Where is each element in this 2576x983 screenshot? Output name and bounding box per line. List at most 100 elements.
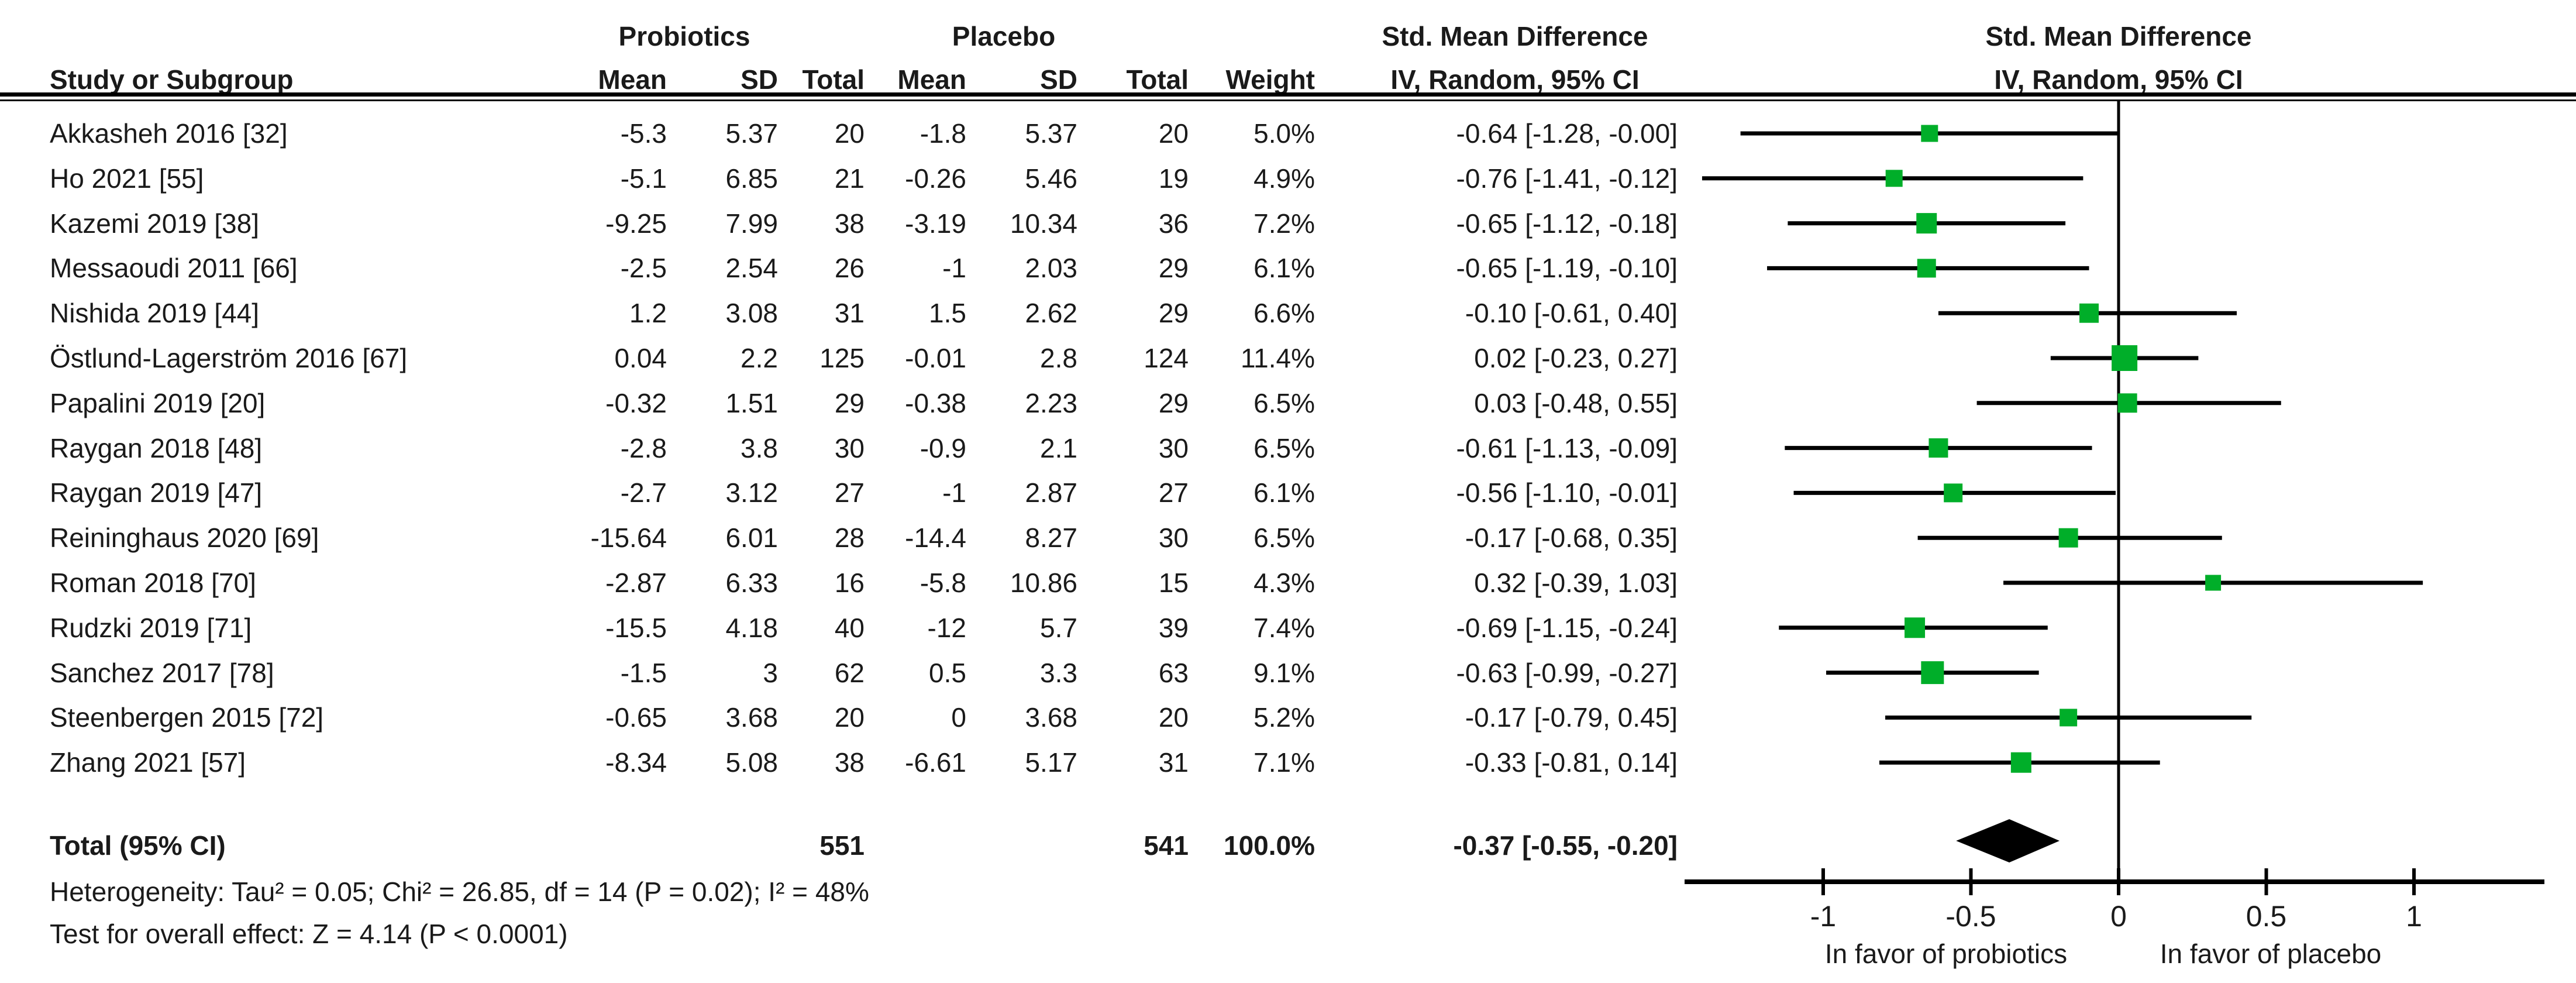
cell-c_total: 30 bbox=[1158, 432, 1189, 463]
cell-p_mean: -5.1 bbox=[620, 163, 667, 194]
cell-p_total: 21 bbox=[834, 163, 865, 194]
total-weight: 100.0% bbox=[1223, 830, 1315, 861]
table-row: Sanchez 2017 [78] -1.5 3 62 0.5 3.3 63 9.1% -0.6… bbox=[0, 652, 2576, 694]
effect-marker bbox=[2060, 709, 2078, 727]
cell-c_total: 63 bbox=[1158, 657, 1189, 688]
cell-c_total: 20 bbox=[1158, 118, 1189, 149]
placebo-sd-header: SD bbox=[1040, 64, 1077, 95]
cell-c_mean: -1 bbox=[942, 477, 966, 508]
cell-p_total: 62 bbox=[834, 657, 865, 688]
probiotics-mean-header: Mean bbox=[598, 64, 667, 95]
axis-tick-label: -0.5 bbox=[1945, 900, 1996, 933]
study-column-header: Study or Subgroup bbox=[50, 64, 294, 95]
probiotics-sd-header: SD bbox=[741, 64, 778, 95]
iv-text-column-header: IV, Random, 95% CI bbox=[1390, 64, 1640, 95]
cell-p_sd: 7.99 bbox=[725, 208, 778, 239]
header-separator-thin bbox=[0, 99, 2576, 101]
cell-p_sd: 4.18 bbox=[725, 612, 778, 643]
total-placebo-n: 541 bbox=[1144, 830, 1189, 861]
study-name: Ho 2021 [55] bbox=[50, 163, 204, 194]
cell-p_mean: -2.7 bbox=[620, 477, 667, 508]
table-row: Papalini 2019 [20] -0.32 1.51 29 -0.38 2.23 29… bbox=[0, 382, 2576, 424]
cell-p_sd: 5.37 bbox=[725, 118, 778, 149]
placebo-total-header: Total bbox=[1126, 64, 1189, 95]
effect-marker bbox=[1921, 661, 1944, 685]
cell-p_mean: -0.32 bbox=[605, 387, 667, 418]
cell-p_total: 20 bbox=[834, 702, 865, 733]
cell-weight: 11.4% bbox=[1240, 343, 1315, 373]
cell-c_sd: 2.62 bbox=[1025, 298, 1077, 329]
cell-c_mean: -0.26 bbox=[905, 163, 966, 194]
cell-ci_text: -0.76 [-1.41, -0.12] bbox=[1456, 163, 1678, 194]
cell-c_total: 27 bbox=[1158, 477, 1189, 508]
cell-c_total: 39 bbox=[1158, 612, 1189, 643]
cell-weight: 6.5% bbox=[1253, 523, 1315, 554]
effect-marker bbox=[2117, 393, 2137, 413]
cell-p_sd: 1.51 bbox=[725, 387, 778, 418]
table-row: Raygan 2018 [48] -2.8 3.8 30 -0.9 2.1 30 6.5% -0… bbox=[0, 427, 2576, 469]
cell-p_sd: 6.85 bbox=[725, 163, 778, 194]
table-row: Rudzki 2019 [71] -15.5 4.18 40 -12 5.7 39 7.4% -… bbox=[0, 607, 2576, 649]
cell-c_mean: -6.61 bbox=[905, 747, 966, 778]
cell-c_mean: 0 bbox=[951, 702, 966, 733]
iv-plot-column-header: IV, Random, 95% CI bbox=[1994, 64, 2243, 95]
smd-plot-column-header: Std. Mean Difference bbox=[1985, 21, 2252, 51]
effect-marker bbox=[2079, 303, 2099, 323]
effect-marker bbox=[1885, 170, 1903, 187]
cell-c_sd: 5.37 bbox=[1025, 118, 1077, 149]
cell-c_total: 29 bbox=[1158, 387, 1189, 418]
cell-c_mean: -0.9 bbox=[919, 432, 966, 463]
study-name: Akkasheh 2016 [32] bbox=[50, 118, 288, 149]
axis-tick-label: -1 bbox=[1810, 900, 1836, 933]
cell-p_mean: -8.34 bbox=[605, 747, 667, 778]
cell-weight: 5.0% bbox=[1253, 118, 1315, 149]
heterogeneity-stats: Heterogeneity: Tau² = 0.05; Chi² = 26.85… bbox=[50, 877, 869, 907]
cell-c_sd: 2.87 bbox=[1025, 477, 1077, 508]
cell-p_total: 28 bbox=[834, 523, 865, 554]
cell-weight: 7.2% bbox=[1253, 208, 1315, 239]
cell-p_total: 29 bbox=[834, 387, 865, 418]
effect-marker bbox=[2205, 575, 2222, 591]
study-name: Messaoudi 2011 [66] bbox=[50, 253, 298, 284]
cell-c_mean: -5.8 bbox=[919, 568, 966, 598]
effect-marker bbox=[2058, 528, 2078, 548]
cell-ci_text: -0.65 [-1.19, -0.10] bbox=[1456, 253, 1678, 284]
cell-c_sd: 2.03 bbox=[1025, 253, 1077, 284]
cell-c_total: 31 bbox=[1158, 747, 1189, 778]
study-name: Rudzki 2019 [71] bbox=[50, 612, 252, 643]
cell-p_sd: 3.12 bbox=[725, 477, 778, 508]
cell-c_mean: -14.4 bbox=[905, 523, 966, 554]
effect-marker bbox=[1928, 438, 1948, 458]
total-label: Total (95% CI) bbox=[50, 830, 226, 861]
cell-c_sd: 2.23 bbox=[1025, 387, 1077, 418]
cell-ci_text: 0.03 [-0.48, 0.55] bbox=[1474, 387, 1678, 418]
cell-p_total: 20 bbox=[834, 118, 865, 149]
cell-weight: 5.2% bbox=[1253, 702, 1315, 733]
cell-p_mean: -2.8 bbox=[620, 432, 667, 463]
cell-p_total: 38 bbox=[834, 747, 865, 778]
header-separator-thick bbox=[0, 92, 2576, 97]
cell-p_total: 16 bbox=[834, 568, 865, 598]
cell-p_total: 30 bbox=[834, 432, 865, 463]
cell-c_total: 19 bbox=[1158, 163, 1189, 194]
cell-p_sd: 6.33 bbox=[725, 568, 778, 598]
cell-weight: 6.5% bbox=[1253, 387, 1315, 418]
study-name: Kazemi 2019 [38] bbox=[50, 208, 260, 239]
cell-p_mean: 0.04 bbox=[614, 343, 667, 373]
cell-ci_text: -0.56 [-1.10, -0.01] bbox=[1456, 477, 1678, 508]
cell-p_mean: -5.3 bbox=[620, 118, 667, 149]
axis-tick-label: 1 bbox=[2406, 900, 2422, 933]
total-row: Total (95% CI) 551 541 100.0% -0.37 [-0.55, … bbox=[0, 824, 2576, 867]
cell-c_total: 29 bbox=[1158, 253, 1189, 284]
cell-c_total: 15 bbox=[1158, 568, 1189, 598]
effect-marker bbox=[1905, 617, 1926, 638]
cell-p_mean: -15.5 bbox=[605, 612, 667, 643]
cell-c_mean: 1.5 bbox=[929, 298, 966, 329]
cell-weight: 7.1% bbox=[1253, 747, 1315, 778]
cell-ci_text: -0.10 [-0.61, 0.40] bbox=[1465, 298, 1678, 329]
study-name: Zhang 2021 [57] bbox=[50, 747, 246, 778]
cell-c_sd: 2.8 bbox=[1040, 343, 1077, 373]
cell-p_sd: 3.68 bbox=[725, 702, 778, 733]
cell-c_sd: 8.27 bbox=[1025, 523, 1077, 554]
cell-p_total: 40 bbox=[834, 612, 865, 643]
